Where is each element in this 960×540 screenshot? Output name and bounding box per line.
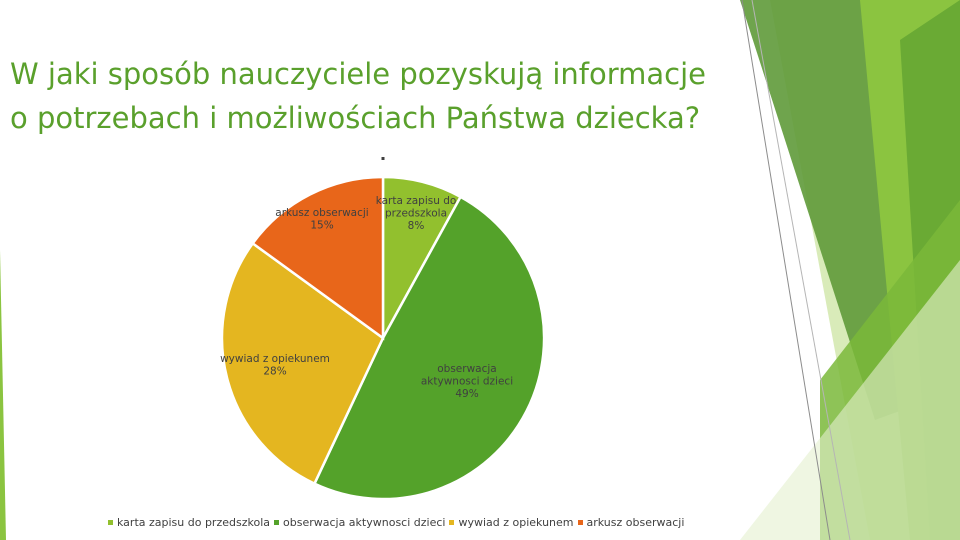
- legend-label: arkusz obserwacji: [586, 516, 685, 529]
- data-label-line: 49%: [455, 388, 478, 400]
- legend-item: obserwacja aktywnosci dzieci: [274, 516, 445, 529]
- legend-label: obserwacja aktywnosci dzieci: [283, 516, 446, 529]
- data-label-line: przedszkola: [385, 208, 447, 220]
- deco-band-pale: [740, 260, 960, 540]
- data-label-line: arkusz obserwacji: [275, 207, 368, 219]
- data-label-line: 8%: [408, 220, 425, 232]
- chart-legend: karta zapisu do przedszkola obserwacja a…: [108, 516, 684, 529]
- pie-data-labels: karta zapisu do przedszkola 8% obserwacja ak…: [220, 157, 513, 400]
- data-label-line: 28%: [263, 366, 286, 378]
- deco-line-2: [751, 0, 851, 540]
- title-line-1: W jaki sposób nauczyciele pozyskują info…: [10, 57, 706, 91]
- legend-item: karta zapisu do przedszkola: [108, 516, 270, 529]
- legend-item: arkusz obserwacji: [577, 516, 685, 529]
- pie-slices: [220, 175, 546, 501]
- deco-left-strip: [0, 250, 6, 540]
- data-label-line: 15%: [310, 220, 333, 232]
- slice-wywiad: [220, 241, 385, 486]
- data-label: obserwacja aktywnosci dzieci 49%: [421, 363, 513, 400]
- legend-swatch: [108, 520, 113, 525]
- data-label: wywiad z opiekunem 28%: [220, 353, 330, 378]
- data-label-line: wywiad z opiekunem: [220, 353, 330, 365]
- legend-swatch: [449, 520, 455, 525]
- slice-arkusz: [251, 175, 385, 341]
- title-marker-dot: [381, 157, 385, 160]
- legend-label: karta zapisu do przedszkola: [117, 516, 270, 529]
- data-label-line: aktywnosci dzieci: [421, 376, 513, 388]
- slice-obserwacja: [312, 195, 546, 501]
- data-label: arkusz obserwacji 15%: [275, 207, 368, 232]
- legend-item: wywiad z opiekunem: [449, 516, 574, 529]
- data-label: karta zapisu do przedszkola 8%: [376, 195, 457, 232]
- page-title: W jaki sposób nauczyciele pozyskują info…: [10, 52, 810, 140]
- legend-swatch: [274, 520, 279, 525]
- legend-swatch: [577, 520, 583, 525]
- legend-label: wywiad z opiekunem: [458, 516, 574, 529]
- title-line-2: o potrzebach i możliwościach Państwa dzi…: [10, 101, 701, 135]
- data-label-line: obserwacja: [437, 363, 496, 375]
- data-label-line: karta zapisu do: [376, 195, 457, 207]
- deco-line-1: [741, 0, 831, 540]
